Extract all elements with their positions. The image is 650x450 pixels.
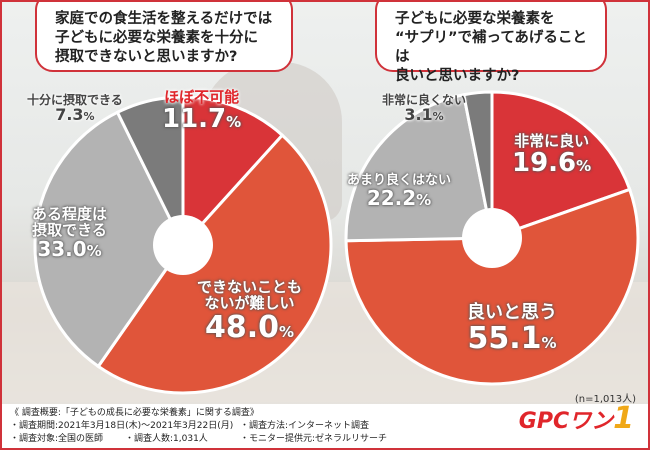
question-line: “サプリ”で補ってあげることは [395,30,587,65]
label-value: 33.0% [37,236,102,261]
pie-slice [181,95,285,249]
label-text: ないが難しい [204,293,295,312]
label-text: 十分に摂取できる [27,93,123,107]
label-value: 3.1% [404,104,444,124]
footer-provider: ・モニター提供元:ゼネラルリサーチ [240,434,388,444]
label-value: 48.0% [204,309,295,345]
question-line: 子どもに必要な栄養素を十分に [55,30,258,46]
label-text: できないことも [197,278,303,296]
label-text: ある程度は [32,205,108,223]
label-r1: 良いと思う 55.1% [467,302,557,356]
pie-slice [115,95,185,246]
footer-target: ・調査対象:全国の医師 [10,434,104,444]
question-line: 良いと思いますか? [395,68,520,84]
pie-slice [461,90,494,239]
label-l0: ほぼ不可能 11.7% [162,88,242,134]
label-text: あまり良くはない [347,173,452,188]
pie-slice [344,187,640,386]
label-l2: ある程度は 摂取できる 33.0% [32,205,108,261]
label-text: 良いと思う [467,302,557,323]
donut-hole [462,208,522,268]
label-r3: 非常に良くない 3.1% [382,94,466,123]
footer-method: ・調査方法:インターネット調査 [240,421,370,431]
label-value: 55.1% [467,320,557,356]
label-text: ほぼ不可能 [164,88,240,106]
question-line: 家庭での食生活を整えるだけでは [55,11,273,27]
question-line: 子どもに必要な栄養素を [395,11,555,27]
question-right: 子どもに必要な栄養素を “サプリ”で補ってあげることは 良いと思いますか? [375,2,607,84]
label-l3: 十分に摂取できる 7.3% [27,94,123,123]
gpc-logo: GPCワン1 [518,401,634,436]
footer-period: ・調査期間:2021年3月18日(木)〜2021年3月22日(月) [10,421,234,431]
label-text: 摂取できる [32,220,107,239]
label-text: 非常に良くない [382,93,467,107]
footer-title: 《 調査概要:「子どもの成長に必要な栄養素」に関する調査》 [10,408,259,418]
label-r2: あまり良くはない 22.2% [347,174,451,209]
pie-slice [96,133,333,395]
label-value: 22.2% [366,185,432,210]
footer-count: ・調査人数:1,031人 [125,434,208,444]
pie-slice [344,92,494,243]
donut-hole [153,215,213,275]
label-value: 19.6% [512,147,592,178]
label-r0: 非常に良い 19.6% [512,132,592,178]
label-text: 非常に良い [514,132,590,150]
footer: 《 調査概要:「子どもの成長に必要な栄養素」に関する調査》 ・調査期間:2021… [2,401,648,448]
pie-slice [33,110,185,369]
label-value: 7.3% [55,104,95,124]
question-line: 摂取できないと思いますか? [55,49,238,65]
question-left: 家庭での食生活を整えるだけでは 子どもに必要な栄養素を十分に 摂取できないと思い… [35,2,293,72]
label-l1: できないことも ないが難しい 48.0% [197,278,303,345]
label-value: 11.7% [162,103,242,134]
sample-size: (n=1,013人) [574,394,636,405]
